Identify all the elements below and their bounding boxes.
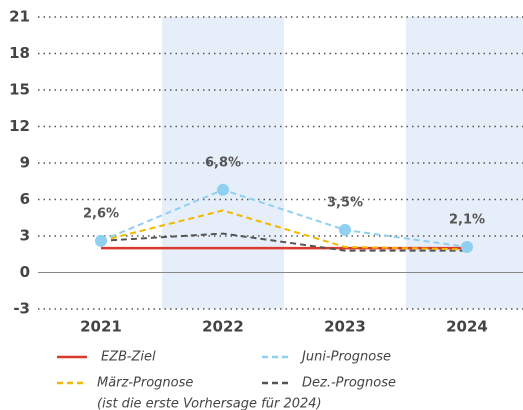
y-tick-label: 18 <box>9 44 30 62</box>
x-tick-label: 2024 <box>446 318 488 336</box>
x-tick-label: 2023 <box>324 318 366 336</box>
y-tick-label: 9 <box>20 154 30 172</box>
data-point <box>95 234 107 247</box>
legend-label: EZB-Ziel <box>101 350 156 365</box>
data-point <box>217 183 229 196</box>
series-line <box>100 209 468 251</box>
y-tick-label: 15 <box>9 81 30 99</box>
legend-note: (ist die erste Vorhersage für 2024) <box>97 397 322 410</box>
y-tick-label: 6 <box>20 190 30 208</box>
x-tick-label: 2022 <box>202 318 244 336</box>
y-tick-label: -3 <box>13 300 30 318</box>
data-label: 2,1% <box>449 212 485 227</box>
data-point <box>461 240 473 253</box>
y-tick-label: 21 <box>9 8 30 26</box>
legend-label: Dez.-Prognose <box>302 376 396 391</box>
y-tick-label: 12 <box>9 117 30 135</box>
y-tick-label: 0 <box>20 263 30 281</box>
series-line <box>100 188 468 248</box>
column-shade <box>406 17 523 309</box>
data-label: 6,8% <box>205 155 241 170</box>
legend-label: März-Prognose <box>97 376 193 391</box>
data-point <box>339 223 351 236</box>
data-label: 2,6% <box>83 206 119 221</box>
y-tick-label: 3 <box>20 227 30 245</box>
x-tick-label: 2021 <box>80 318 122 336</box>
legend-label: Juni-Prognose <box>299 350 391 365</box>
series-line <box>100 232 467 252</box>
data-label: 3,5% <box>327 195 363 210</box>
